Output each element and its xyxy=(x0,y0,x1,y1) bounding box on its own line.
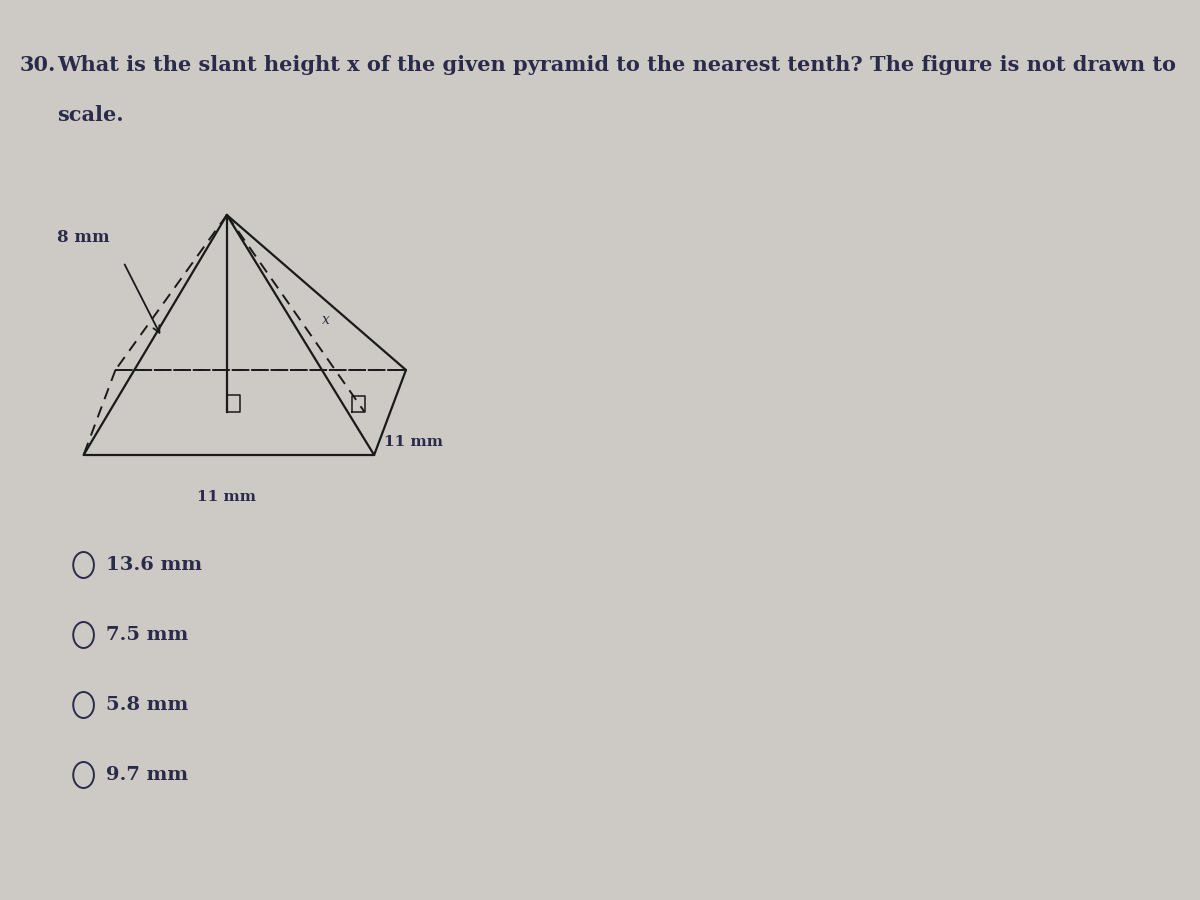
Text: What is the slant height x of the given pyramid to the nearest tenth? The figure: What is the slant height x of the given … xyxy=(58,55,1176,75)
Text: 5.8 mm: 5.8 mm xyxy=(106,696,188,714)
Text: 9.7 mm: 9.7 mm xyxy=(106,766,188,784)
Text: 13.6 mm: 13.6 mm xyxy=(106,556,202,574)
Text: x: x xyxy=(323,313,330,327)
Text: 7.5 mm: 7.5 mm xyxy=(106,626,188,644)
Text: 11 mm: 11 mm xyxy=(197,490,257,504)
Text: 30.: 30. xyxy=(20,55,56,75)
Text: scale.: scale. xyxy=(58,105,124,125)
Text: 8 mm: 8 mm xyxy=(58,230,110,247)
Text: 11 mm: 11 mm xyxy=(384,435,443,449)
